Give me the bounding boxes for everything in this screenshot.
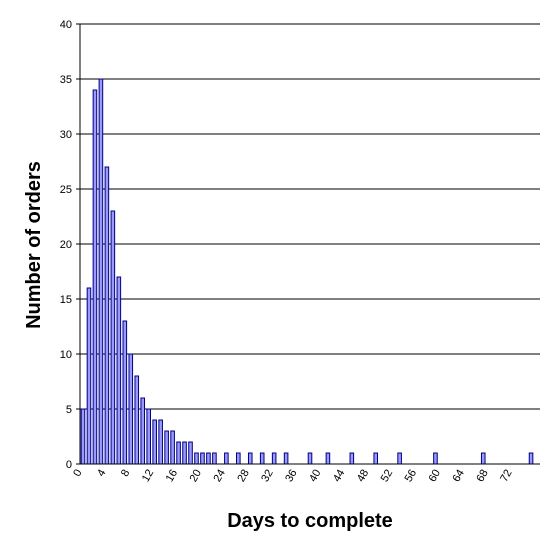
x-tick-label: 68 [474, 468, 491, 485]
x-tick-label: 52 [379, 468, 396, 485]
x-tick-label: 40 [307, 468, 324, 485]
bar [128, 353, 134, 465]
y-tick-label: 25 [60, 184, 72, 196]
x-tick-label: 8 [119, 468, 132, 479]
bar [110, 210, 116, 465]
bar [92, 89, 98, 465]
bar [200, 452, 205, 465]
bar [271, 452, 277, 465]
bar [140, 397, 146, 465]
bar [283, 452, 289, 465]
y-tick-label: 5 [66, 404, 72, 416]
bar [373, 452, 379, 465]
y-tick-label: 30 [60, 129, 72, 141]
y-tick-label: 15 [60, 294, 72, 306]
bar [164, 430, 169, 465]
bar [80, 408, 86, 465]
bar [259, 452, 265, 465]
x-tick-label: 72 [498, 468, 515, 485]
y-tick-label: 10 [60, 349, 72, 361]
y-tick-label: 35 [60, 74, 72, 86]
x-tick-label: 20 [188, 468, 205, 485]
bar [176, 441, 181, 465]
x-tick-label: 36 [283, 468, 300, 485]
x-tick-label: 32 [259, 468, 276, 485]
x-tick-label: 16 [164, 468, 181, 485]
bar [182, 441, 187, 465]
bar [236, 452, 241, 465]
y-tick-label: 0 [66, 459, 72, 471]
bar [433, 452, 438, 465]
bar [86, 287, 92, 465]
bar [247, 452, 253, 465]
bar [480, 452, 486, 465]
bar [194, 452, 199, 465]
bar [307, 452, 313, 465]
x-tick-label: 0 [71, 468, 84, 479]
bar [134, 375, 140, 465]
bar [98, 78, 104, 465]
bar [206, 452, 211, 465]
x-tick-label: 64 [450, 468, 467, 485]
x-tick-label: 12 [140, 468, 157, 485]
bar [224, 452, 229, 465]
bar [325, 452, 331, 465]
x-tick-label: 28 [235, 468, 252, 485]
y-axis-title: Number of orders [23, 161, 45, 329]
y-tick-label: 20 [60, 239, 72, 251]
y-tick-label: 40 [60, 19, 72, 31]
x-tick-label: 48 [355, 468, 372, 485]
bar [188, 441, 193, 465]
bar [122, 320, 128, 465]
x-tick-label: 56 [403, 468, 420, 485]
bar [528, 452, 534, 465]
bar [146, 408, 151, 465]
x-tick-label: 60 [427, 468, 444, 485]
bar [349, 452, 355, 465]
bar [170, 430, 175, 465]
bar [104, 166, 110, 465]
x-axis-title: Days to complete [227, 510, 393, 532]
x-tick-label: 44 [331, 468, 348, 485]
x-tick-label: 4 [95, 468, 108, 479]
x-tick-label: 24 [211, 468, 228, 485]
bar [212, 452, 217, 465]
bar [397, 452, 402, 465]
bar [158, 419, 163, 465]
bar [152, 419, 157, 465]
bar [116, 276, 122, 465]
